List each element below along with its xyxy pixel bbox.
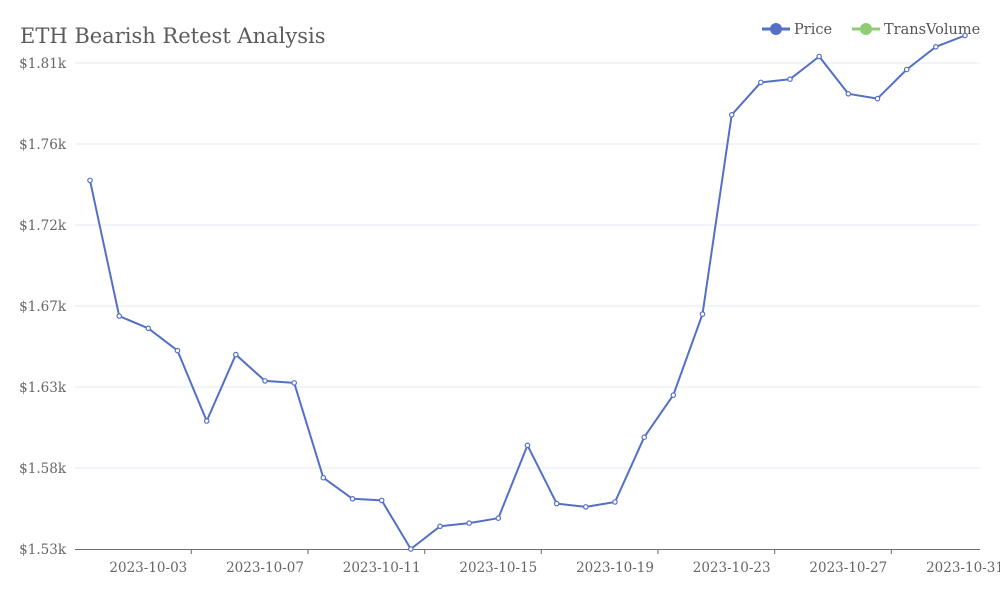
data-point[interactable] xyxy=(728,112,735,118)
series-line-price xyxy=(89,34,966,550)
data-point[interactable] xyxy=(874,95,881,102)
data-point[interactable] xyxy=(174,347,181,354)
grid-lines xyxy=(75,62,980,469)
y-tick-label: $1.72k xyxy=(19,218,67,234)
y-tick-label: $1.63k xyxy=(19,380,67,396)
chart-title: ETH Bearish Retest Analysis xyxy=(20,24,326,48)
y-tick-label: $1.58k xyxy=(19,461,67,477)
data-point[interactable] xyxy=(524,442,531,449)
x-tick-label: 2023-10-11 xyxy=(343,560,421,576)
data-point[interactable] xyxy=(466,520,473,526)
data-point[interactable] xyxy=(845,91,852,97)
data-point[interactable] xyxy=(203,418,210,424)
data-point[interactable] xyxy=(437,523,443,530)
data-point[interactable] xyxy=(145,325,152,332)
legend-price-marker xyxy=(770,23,782,35)
data-point[interactable] xyxy=(262,378,268,384)
data-point[interactable] xyxy=(378,497,385,504)
data-point[interactable] xyxy=(641,434,648,441)
data-point[interactable] xyxy=(116,313,123,319)
data-point[interactable] xyxy=(349,495,356,502)
y-tick-label: $1.76k xyxy=(19,137,67,153)
y-tick-label: $1.53k xyxy=(19,542,67,558)
y-tick-label: $1.81k xyxy=(19,56,67,72)
data-point[interactable] xyxy=(553,500,560,507)
data-point[interactable] xyxy=(757,79,764,86)
y-axis: $1.53k $1.58k $1.63k $1.67k $1.72k $1.76k $1.8… xyxy=(19,56,67,558)
x-tick-label: 2023-10-27 xyxy=(809,560,887,576)
x-axis: 2023-10-03 2023-10-07 2023-10-11 2023-10-15… xyxy=(75,549,1000,576)
x-tick-label: 2023-10-31 xyxy=(926,560,1000,576)
data-point[interactable] xyxy=(320,474,327,481)
data-point[interactable] xyxy=(962,32,968,39)
x-tick-label: 2023-10-23 xyxy=(693,560,771,576)
data-point[interactable] xyxy=(787,76,793,83)
legend-transvolume-marker xyxy=(860,23,872,35)
data-point[interactable] xyxy=(233,351,239,358)
data-point[interactable] xyxy=(699,311,706,317)
data-point[interactable] xyxy=(816,53,823,60)
legend-item-price[interactable]: Price xyxy=(762,22,832,38)
x-tick-label: 2023-10-19 xyxy=(576,560,654,576)
legend: Price TransVolume xyxy=(762,22,980,38)
data-point[interactable] xyxy=(291,380,298,386)
legend-price-label: Price xyxy=(794,22,832,38)
data-point[interactable] xyxy=(612,499,618,505)
y-tick-label: $1.67k xyxy=(19,299,67,315)
data-point[interactable] xyxy=(87,177,93,184)
data-point[interactable] xyxy=(582,504,589,510)
legend-transvolume-label: TransVolume xyxy=(884,22,980,38)
series-price xyxy=(87,32,968,552)
x-tick-label: 2023-10-15 xyxy=(459,560,537,576)
data-point[interactable] xyxy=(903,66,910,73)
x-tick-label: 2023-10-03 xyxy=(109,560,187,576)
data-point[interactable] xyxy=(495,515,502,522)
x-tick-label: 2023-10-07 xyxy=(226,560,304,576)
data-point[interactable] xyxy=(670,392,677,398)
legend-item-transvolume[interactable]: TransVolume xyxy=(852,22,980,38)
data-point[interactable] xyxy=(932,43,939,50)
data-point[interactable] xyxy=(407,546,414,552)
